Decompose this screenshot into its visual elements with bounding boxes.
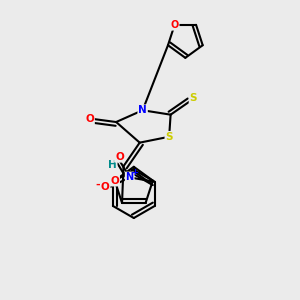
Text: O: O [115, 152, 124, 162]
Text: O: O [101, 182, 110, 192]
Text: N: N [126, 172, 134, 182]
Text: O: O [85, 114, 94, 124]
Text: S: S [165, 132, 173, 142]
Text: -: - [95, 179, 100, 190]
Text: S: S [190, 94, 197, 103]
Text: H: H [108, 160, 117, 170]
Text: O: O [110, 176, 119, 186]
Text: +: + [131, 168, 139, 177]
Text: O: O [170, 20, 179, 30]
Text: N: N [138, 105, 147, 115]
